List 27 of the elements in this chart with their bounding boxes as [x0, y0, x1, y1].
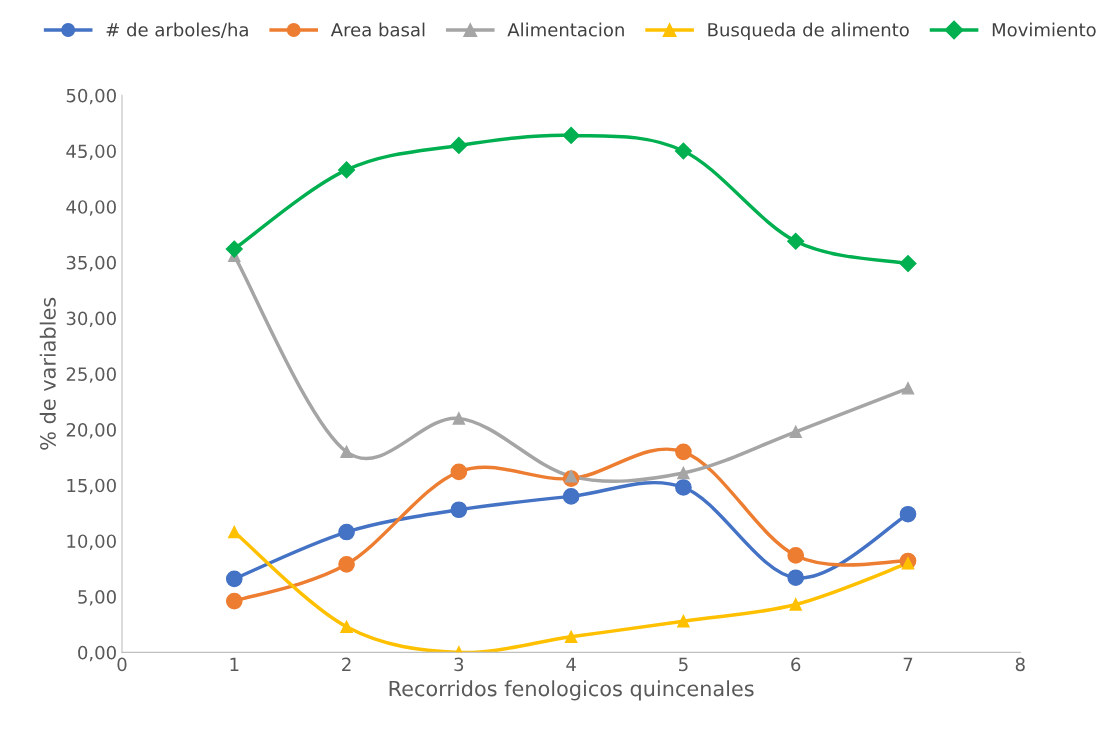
legend-label: # de arboles/ha: [106, 22, 248, 38]
y-tick-label: 20,00: [66, 423, 116, 439]
x-axis-title: Recorridos fenologicos quincenales: [389, 680, 754, 701]
x-tick-label: 8: [1015, 657, 1025, 672]
legend-label: Alimentacion: [507, 22, 624, 37]
x-tick-label: 4: [566, 657, 576, 671]
y-axis-title: % de variables: [39, 297, 56, 450]
x-tick-label: 6: [791, 657, 801, 672]
legend-label: Movimiento: [992, 22, 1096, 37]
y-tick-label: 50,00: [66, 88, 116, 105]
legend-label: Area basal: [330, 22, 425, 37]
x-tick-label: 5: [679, 657, 688, 672]
x-tick-label: 3: [454, 657, 464, 672]
y-tick-label: 15,00: [67, 478, 116, 495]
y-tick-label: 45,00: [66, 144, 116, 160]
y-tick-label: 40,00: [66, 200, 116, 216]
x-tick-label: 7: [903, 657, 913, 671]
legend-label: Busqueda de alimento: [708, 22, 909, 41]
y-tick-label: 0,00: [78, 645, 116, 662]
y-tick-label: 35,00: [66, 255, 116, 272]
x-tick-label: 2: [342, 657, 351, 671]
y-tick-label: 25,00: [66, 367, 116, 383]
y-tick-label: 30,00: [66, 311, 116, 328]
x-tick-label: 1: [230, 657, 239, 671]
x-tick-label: 0: [117, 657, 127, 672]
y-tick-label: 10,00: [67, 534, 116, 550]
y-tick-label: 5,00: [78, 590, 116, 606]
